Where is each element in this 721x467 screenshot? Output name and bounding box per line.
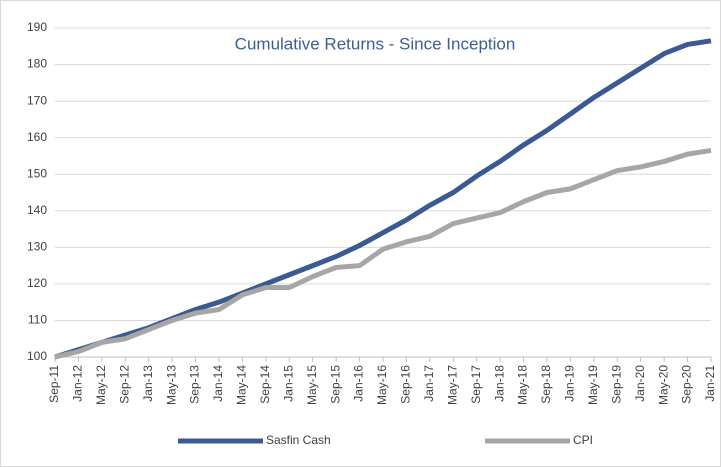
x-tick-label: Jan-19 [563,365,577,402]
x-tick-label: May-15 [305,365,319,405]
x-tick-label: Jan-20 [633,365,647,402]
y-tick-label: 130 [27,240,47,254]
y-tick-label: 110 [28,313,47,327]
y-tick-label: 190 [27,20,47,34]
x-tick-label: Jan-17 [422,365,436,402]
y-tick-label: 150 [27,166,47,180]
x-tick-label: Sep-15 [328,365,342,404]
x-tick-label: May-19 [586,365,600,405]
y-tick-label: 140 [27,203,47,217]
y-tick-label: 170 [27,93,47,107]
x-tick-label: Jan-21 [703,365,717,402]
chart-title: Cumulative Returns - Since Inception [235,34,516,53]
x-tick-label: Jan-14 [211,365,225,402]
x-tick-label: May-12 [94,365,108,405]
x-tick-label: May-14 [235,365,249,405]
x-tick-label: Sep-19 [609,365,623,404]
y-tick-label: 160 [27,130,47,144]
x-tick-label: May-17 [445,365,459,405]
x-tick-label: May-13 [164,365,178,405]
line [54,147,712,360]
x-tick-label: Sep-16 [399,365,413,404]
y-tick-label: 100 [27,349,47,363]
legend-label: Sasfin Cash [266,433,331,447]
y-tick-label: 120 [27,276,47,290]
x-tick-label: Jan-15 [281,365,295,402]
x-tick-label: Jan-18 [492,365,506,402]
x-tick-label: Sep-12 [117,365,131,404]
x-tick-label: Sep-11 [47,365,61,403]
x-tick-label: May-18 [516,365,530,405]
x-tick-label: Sep-17 [469,365,483,404]
x-tick-label: Sep-14 [258,365,272,404]
x-tick-label: May-20 [656,365,670,405]
x-tick-label: Sep-20 [680,365,694,404]
legend-label: CPI [573,433,593,447]
x-tick-label: Jan-16 [352,365,366,402]
x-tick-label: Jan-13 [141,365,155,402]
x-tick-label: Sep-13 [188,365,202,404]
y-tick-label: 180 [27,57,47,71]
x-tick-label: Sep-18 [539,365,553,404]
x-tick-label: Jan-12 [71,365,85,402]
x-tick-label: May-16 [375,365,389,405]
